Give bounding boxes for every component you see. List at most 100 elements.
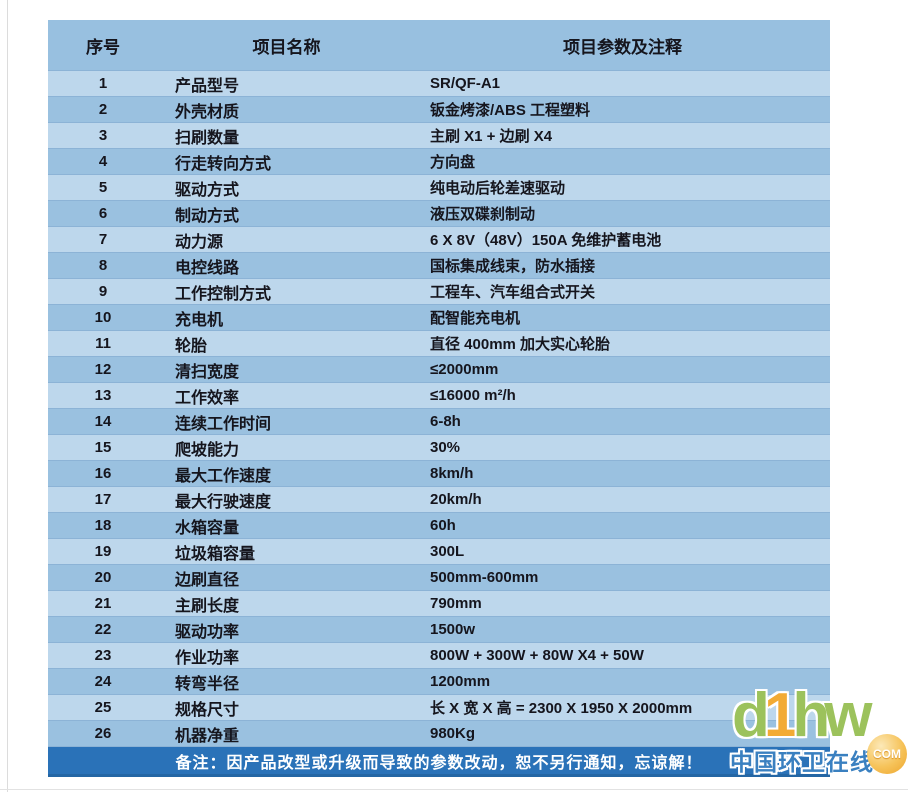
row-serial-number: 10 (94, 309, 112, 326)
table-row: 8 电控线路 国标集成线束，防水插接 (48, 252, 830, 278)
row-item-value: 500mm-600mm (430, 569, 539, 586)
table-row: 12 清扫宽度 ≤2000mm (48, 356, 830, 382)
table-row: 19 垃圾箱容量 300L (48, 538, 830, 564)
row-serial-number: 9 (98, 283, 108, 300)
row-item-name: 充电机 (175, 311, 224, 329)
row-item-value: 60h (430, 517, 456, 534)
col-header-item-name: 项目名称 (252, 37, 321, 57)
spec-table: 序号 项目名称 项目参数及注释 1 产品型号 SR/QF-A1 2 外壳材质 钣… (48, 20, 830, 777)
row-serial-number: 16 (94, 465, 112, 482)
row-serial-number: 2 (98, 101, 108, 118)
row-item-name: 作业功率 (175, 649, 240, 667)
table-row: 21 主刷长度 790mm (48, 590, 830, 616)
row-serial-number: 12 (94, 361, 112, 378)
row-item-value: 直径 400mm 加大实心轮胎 (430, 336, 611, 353)
row-item-name: 转弯半径 (175, 675, 240, 693)
row-serial-number: 5 (98, 179, 108, 196)
table-row: 23 作业功率 800W + 300W + 80W X4 + 50W (48, 642, 830, 668)
table-row: 9 工作控制方式 工程车、汽车组合式开关 (48, 278, 830, 304)
table-row: 3 扫刷数量 主刷 X1 + 边刷 X4 (48, 122, 830, 148)
table-header-row: 序号 项目名称 项目参数及注释 (48, 20, 830, 70)
row-item-name: 边刷直径 (175, 571, 240, 589)
row-serial-number: 18 (94, 517, 112, 534)
row-item-value: 6 X 8V（48V）150A 免维护蓄电池 (430, 232, 662, 249)
table-row: 6 制动方式 液压双碟刹制动 (48, 200, 830, 226)
table-row: 11 轮胎 直径 400mm 加大实心轮胎 (48, 330, 830, 356)
spec-table-body: 1 产品型号 SR/QF-A1 2 外壳材质 钣金烤漆/ABS 工程塑料 3 扫… (48, 70, 830, 746)
row-item-name: 产品型号 (175, 77, 240, 95)
row-serial-number: 17 (94, 491, 112, 508)
row-serial-number: 26 (94, 725, 112, 742)
row-item-value: 30% (430, 439, 461, 456)
col-header-serial: 序号 (86, 37, 120, 57)
row-item-name: 电控线路 (175, 259, 240, 277)
row-item-value: 钣金烤漆/ABS 工程塑料 (430, 102, 591, 119)
row-item-value: 长 X 宽 X 高 = 2300 X 1950 X 2000mm (430, 700, 693, 717)
row-item-value: 纯电动后轮差速驱动 (430, 180, 566, 197)
row-serial-number: 24 (94, 673, 112, 690)
row-item-value: 8km/h (430, 465, 474, 482)
row-item-value: 20km/h (430, 491, 482, 508)
row-serial-number: 23 (94, 647, 112, 664)
row-item-name: 驱动功率 (175, 623, 240, 641)
row-item-value: 国标集成线束，防水插接 (430, 258, 596, 275)
row-serial-number: 25 (94, 699, 112, 716)
row-item-value: 1500w (430, 621, 476, 638)
row-serial-number: 4 (98, 153, 108, 170)
row-item-value: 主刷 X1 + 边刷 X4 (430, 128, 553, 145)
row-serial-number: 13 (94, 387, 112, 404)
row-item-value: 配智能充电机 (430, 310, 521, 327)
page-edge-line-bottom (0, 789, 908, 790)
table-row: 25 规格尺寸 长 X 宽 X 高 = 2300 X 1950 X 2000mm (48, 694, 830, 720)
row-item-name: 爬坡能力 (175, 441, 240, 459)
row-serial-number: 21 (94, 595, 112, 612)
row-item-name: 机器净重 (175, 727, 240, 745)
row-item-value: ≤16000 m²/h (430, 387, 516, 404)
row-serial-number: 14 (94, 413, 112, 430)
row-item-name: 驱动方式 (175, 181, 240, 199)
col-header-parameters: 项目参数及注释 (563, 37, 682, 57)
table-row: 14 连续工作时间 6-8h (48, 408, 830, 434)
row-serial-number: 11 (95, 335, 111, 352)
row-serial-number: 1 (98, 75, 108, 92)
row-item-name: 扫刷数量 (175, 129, 240, 147)
table-row: 17 最大行驶速度 20km/h (48, 486, 830, 512)
row-serial-number: 7 (98, 231, 108, 248)
row-item-value: 6-8h (430, 413, 461, 430)
row-item-value: 790mm (430, 595, 482, 612)
table-row: 13 工作效率 ≤16000 m²/h (48, 382, 830, 408)
table-row: 7 动力源 6 X 8V（48V）150A 免维护蓄电池 (48, 226, 830, 252)
row-item-value: SR/QF-A1 (430, 75, 501, 92)
row-serial-number: 3 (98, 127, 108, 144)
row-serial-number: 19 (94, 543, 112, 560)
row-serial-number: 20 (94, 569, 112, 586)
row-item-name: 工作效率 (175, 389, 240, 407)
row-item-value: 工程车、汽车组合式开关 (430, 284, 596, 301)
row-item-name: 制动方式 (175, 207, 240, 225)
row-item-name: 主刷长度 (175, 597, 240, 615)
row-item-name: 外壳材质 (175, 103, 240, 121)
table-row: 10 充电机 配智能充电机 (48, 304, 830, 330)
table-row: 16 最大工作速度 8km/h (48, 460, 830, 486)
row-item-name: 最大行驶速度 (175, 493, 272, 511)
row-item-name: 连续工作时间 (175, 415, 272, 433)
table-row: 18 水箱容量 60h (48, 512, 830, 538)
page-edge-line-left (7, 0, 8, 792)
row-item-value: 300L (430, 543, 465, 560)
table-row: 22 驱动功率 1500w (48, 616, 830, 642)
row-item-name: 水箱容量 (175, 519, 240, 537)
table-row: 26 机器净重 980Kg (48, 720, 830, 746)
row-serial-number: 22 (94, 621, 112, 638)
row-item-name: 动力源 (175, 233, 224, 251)
watermark-com-badge: COM (867, 734, 907, 774)
row-item-name: 垃圾箱容量 (175, 545, 256, 563)
table-row: 2 外壳材质 钣金烤漆/ABS 工程塑料 (48, 96, 830, 122)
row-item-name: 最大工作速度 (175, 467, 272, 485)
row-item-name: 行走转向方式 (175, 155, 272, 173)
row-item-name: 清扫宽度 (175, 363, 240, 381)
row-serial-number: 6 (98, 205, 108, 222)
table-row: 4 行走转向方式 方向盘 (48, 148, 830, 174)
table-row: 1 产品型号 SR/QF-A1 (48, 70, 830, 96)
table-row: 24 转弯半径 1200mm (48, 668, 830, 694)
row-serial-number: 15 (94, 439, 112, 456)
